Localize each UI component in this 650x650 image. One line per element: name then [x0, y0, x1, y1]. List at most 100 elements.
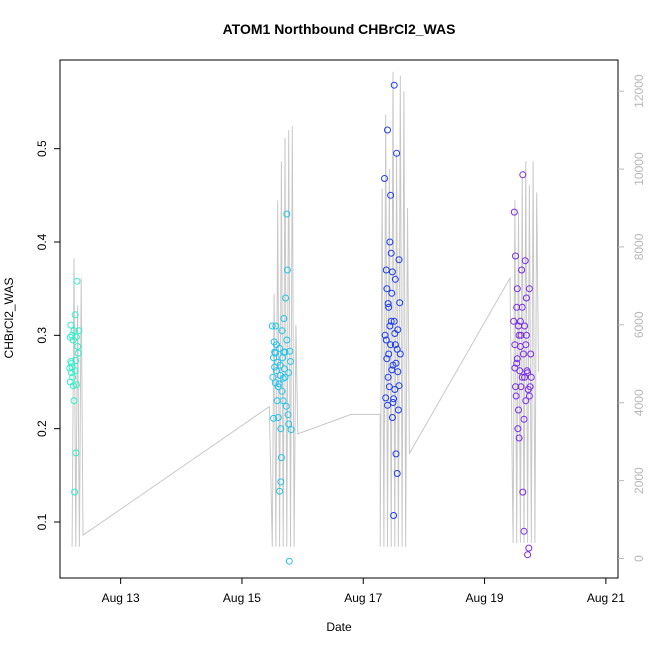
data-point-series-2 — [285, 557, 293, 565]
data-point-series-3 — [396, 350, 404, 358]
data-point-series-3 — [384, 300, 392, 308]
data-point-series-3 — [389, 361, 397, 369]
data-point-series-2 — [275, 380, 283, 388]
data-point-series-2 — [282, 294, 290, 302]
data-point-series-4 — [527, 350, 535, 358]
data-point-series-3 — [383, 285, 391, 293]
data-point-series-4 — [513, 285, 521, 293]
data-point-series-4 — [522, 331, 530, 339]
data-point-series-2 — [274, 383, 282, 391]
data-point-series-3 — [387, 341, 395, 349]
data-point-series-3 — [386, 322, 394, 330]
data-point-series-4 — [527, 373, 535, 381]
data-point-series-4 — [519, 488, 527, 496]
data-point-series-4 — [517, 331, 525, 339]
data-point-series-1 — [69, 382, 77, 390]
data-point-series-3 — [385, 350, 393, 358]
data-point-series-3 — [382, 394, 390, 402]
data-point-series-4 — [521, 257, 529, 265]
data-point-series-2 — [283, 336, 291, 344]
y-right-tick-label: 12000 — [632, 74, 646, 108]
data-point-series-2 — [274, 414, 282, 421]
data-point-series-2 — [269, 373, 277, 381]
y-left-tick-label: 0.2 — [35, 420, 49, 437]
data-point-series-4 — [513, 355, 521, 363]
data-point-series-3 — [390, 317, 398, 325]
data-point-series-3 — [385, 303, 393, 311]
data-point-series-4 — [519, 171, 527, 179]
data-point-series-1 — [74, 343, 82, 350]
data-point-series-3 — [388, 268, 396, 276]
data-point-series-3 — [393, 149, 401, 157]
data-point-series-2 — [283, 266, 291, 274]
data-point-series-2 — [273, 341, 280, 349]
data-point-series-1 — [73, 277, 81, 285]
y-left-tick-label: 0.1 — [35, 513, 49, 530]
data-point-series-4 — [520, 415, 528, 423]
data-point-series-1 — [67, 321, 75, 329]
data-point-series-3 — [395, 256, 403, 264]
data-point-series-3 — [391, 341, 399, 349]
data-point-series-1 — [72, 449, 80, 457]
data-point-series-3 — [385, 383, 393, 391]
data-point-series-1 — [68, 369, 75, 377]
data-point-series-4 — [518, 266, 526, 274]
data-point-series-4 — [520, 527, 528, 535]
data-point-series-1 — [68, 331, 76, 339]
data-point-series-4 — [522, 294, 530, 302]
data-point-series-2 — [276, 487, 284, 495]
data-point-series-3 — [387, 317, 395, 325]
data-point-series-1 — [72, 381, 80, 389]
data-point-series-4 — [525, 392, 533, 400]
data-point-series-4 — [515, 406, 522, 414]
data-point-series-2 — [278, 387, 286, 395]
data-point-series-3 — [384, 373, 392, 381]
data-point-series-3 — [386, 238, 394, 246]
data-point-series-2 — [284, 411, 292, 419]
data-point-series-2 — [283, 210, 291, 218]
data-point-series-2 — [279, 397, 287, 405]
data-point-series-4 — [525, 544, 533, 552]
data-point-series-4 — [511, 364, 519, 372]
altitude-trace-line — [71, 71, 539, 547]
y-left-tick-label: 0.3 — [35, 327, 49, 344]
data-point-series-3 — [391, 386, 399, 393]
data-point-series-1 — [71, 367, 79, 375]
data-point-series-3 — [381, 331, 389, 339]
data-point-series-2 — [277, 478, 285, 486]
data-point-series-3 — [394, 406, 402, 414]
data-point-series-3 — [393, 345, 401, 353]
data-point-series-3 — [384, 126, 391, 134]
data-point-series-3 — [388, 414, 396, 421]
data-point-series-4 — [514, 425, 522, 433]
chart-title: ATOM1 Northbound CHBrCl2_WAS — [223, 21, 456, 37]
data-point-series-2 — [285, 420, 293, 428]
data-point-series-4 — [525, 285, 533, 293]
data-point-series-1 — [71, 488, 79, 496]
data-point-series-2 — [272, 322, 280, 330]
data-point-series-2 — [268, 322, 276, 330]
data-point-series-4 — [515, 331, 523, 339]
x-axis-label: Date — [326, 620, 352, 634]
data-point-series-3 — [390, 512, 398, 519]
data-point-series-2 — [281, 373, 289, 381]
data-point-series-1 — [70, 397, 78, 405]
y-right-tick-label: 8000 — [632, 233, 646, 260]
data-point-series-1 — [70, 327, 78, 335]
data-point-series-3 — [394, 368, 402, 376]
data-point-series-3 — [387, 249, 395, 257]
data-point-series-4 — [515, 434, 523, 442]
y-right-tick-label: 0 — [632, 555, 646, 562]
data-point-series-3 — [382, 336, 390, 344]
altitude-trace-layer — [71, 71, 539, 547]
data-point-series-4 — [522, 341, 530, 349]
data-point-series-4 — [521, 322, 529, 330]
data-point-series-4 — [526, 383, 534, 391]
data-point-series-4 — [524, 369, 532, 377]
data-point-series-1 — [71, 311, 79, 319]
y-left-tick-label: 0.5 — [35, 140, 49, 157]
data-point-series-2 — [276, 361, 284, 369]
x-tick-label: Aug 19 — [466, 591, 504, 605]
data-point-series-3 — [383, 355, 391, 363]
axes-layer: Aug 13 Aug 15 Aug 17 Aug 19 Aug 21 0.1 0.2 0.3 0… — [35, 74, 646, 605]
